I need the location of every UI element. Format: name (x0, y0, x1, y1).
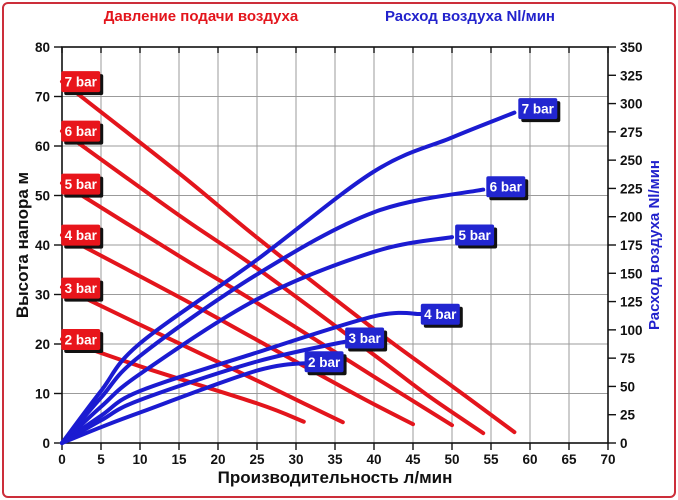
legend-air-consumption: Расход воздуха Nl/мин (385, 8, 555, 25)
curve-head-4bar (60, 233, 415, 427)
curve-label-air-5bar: 5 bar (458, 228, 491, 243)
curve-label-air-2bar: 2 bar (308, 355, 341, 370)
curve-label-head-3bar: 3 bar (65, 281, 98, 296)
right-tick-label: 50 (620, 379, 635, 394)
curve-label-head-2bar: 2 bar (65, 333, 98, 348)
curve-label-air-4bar: 4 bar (424, 307, 457, 322)
x-axis-title: Производительность л/мин (217, 468, 453, 487)
curve-label-box (455, 224, 495, 246)
curve-head-6bar (60, 129, 486, 436)
x-tick-label: 5 (97, 452, 105, 467)
curve-label-box (61, 329, 101, 351)
curve-label-air-7bar: 7 bar (522, 102, 555, 117)
x-tick-label: 65 (561, 452, 577, 467)
x-tick-label: 15 (171, 452, 187, 467)
left-tick-label: 60 (35, 139, 50, 154)
x-tick-label: 20 (210, 452, 225, 467)
right-tick-label: 125 (620, 295, 643, 310)
legend-air-supply-pressure: Давление подачи воздуха (103, 8, 299, 25)
x-tick-label: 10 (132, 452, 147, 467)
right-tick-label: 250 (620, 153, 643, 168)
curve-label-head-7bar: 7 bar (65, 75, 98, 90)
curve-label-box (61, 224, 101, 246)
right-tick-label: 275 (620, 125, 643, 140)
left-tick-label: 50 (35, 189, 50, 204)
right-tick-label: 25 (620, 408, 636, 423)
right-tick-label: 75 (620, 351, 636, 366)
x-tick-label: 25 (249, 452, 265, 467)
curve-label-air-3bar: 3 bar (348, 331, 381, 346)
right-tick-label: 225 (620, 181, 643, 196)
x-tick-label: 30 (288, 452, 303, 467)
x-tick-label: 55 (483, 452, 499, 467)
left-tick-label: 40 (35, 238, 50, 253)
left-tick-label: 20 (35, 337, 50, 352)
x-tick-label: 40 (366, 452, 381, 467)
x-tick-label: 35 (327, 452, 343, 467)
curve-label-head-4bar: 4 bar (65, 228, 98, 243)
curve-label-box (61, 277, 101, 299)
curve-label-box (345, 327, 385, 349)
curve-label-box (61, 120, 101, 142)
curve-head-5bar (60, 181, 454, 428)
curve-label-box (518, 98, 558, 120)
x-tick-label: 50 (444, 452, 459, 467)
curve-label-box (486, 176, 526, 198)
curve-air-6bar (60, 187, 486, 445)
curve-air-4bar (60, 310, 423, 445)
curve-label-box (420, 303, 460, 325)
right-tick-label: 200 (620, 210, 643, 225)
left-tick-label: 70 (35, 90, 50, 105)
curve-air-7bar (60, 110, 517, 445)
left-tick-label: 10 (35, 387, 50, 402)
x-tick-label: 70 (600, 452, 615, 467)
curve-label-box (61, 71, 101, 93)
right-tick-label: 300 (620, 97, 643, 112)
right-tick-label: 350 (620, 40, 643, 55)
right-tick-label: 175 (620, 238, 643, 253)
curve-label-box (304, 351, 344, 373)
left-tick-label: 80 (35, 40, 50, 55)
curve-air-2bar (60, 360, 314, 445)
curve-air-5bar (60, 235, 454, 445)
left-tick-label: 30 (35, 288, 50, 303)
left-tick-label: 0 (42, 436, 50, 451)
curve-air-3bar (60, 336, 361, 445)
x-tick-label: 45 (405, 452, 421, 467)
curve-label-head-6bar: 6 bar (65, 124, 98, 139)
curve-label-air-6bar: 6 bar (490, 180, 523, 195)
right-tick-label: 325 (620, 68, 643, 83)
curve-label-head-5bar: 5 bar (65, 177, 98, 192)
right-tick-label: 0 (620, 436, 628, 451)
x-tick-label: 60 (522, 452, 537, 467)
right-tick-label: 150 (620, 266, 643, 281)
curve-head-3bar (60, 285, 345, 425)
curve-head-7bar (60, 79, 517, 435)
x-tick-label: 0 (58, 452, 66, 467)
curve-label-box (61, 173, 101, 195)
right-tick-label: 100 (620, 323, 643, 338)
